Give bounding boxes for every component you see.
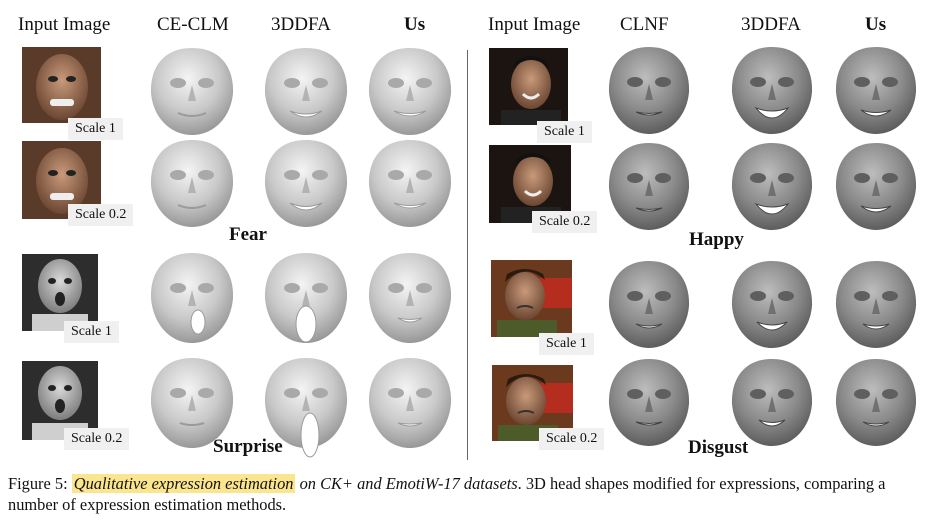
caption-italic: on CK+ and EmotiW-17 datasets (295, 474, 518, 493)
input-photo-disgust-1 (491, 260, 572, 337)
face-mesh-3ddfa-surprise-2 (262, 355, 350, 470)
expression-label-fear: Fear (229, 224, 267, 245)
face-mesh-ceclm-fear-1 (148, 45, 236, 142)
header-input-image-right: Input Image (488, 14, 581, 35)
header-ce-clm: CE-CLM (157, 14, 229, 35)
face-mesh-us-fear-1 (366, 45, 454, 142)
face-mesh-us-disgust-2 (833, 356, 919, 453)
face-mesh-clnf-happy-2 (606, 140, 692, 237)
header-us-left: Us (404, 14, 426, 35)
header-3ddfa-right: 3DDFA (741, 14, 801, 35)
face-mesh-3ddfa-fear-1 (262, 45, 350, 142)
header-3ddfa-left: 3DDFA (271, 14, 331, 35)
scale-label: Scale 1 (64, 321, 119, 343)
face-mesh-clnf-disgust-1 (606, 258, 692, 355)
face-mesh-3ddfa-disgust-2 (729, 356, 815, 453)
input-photo-surprise-2 (22, 361, 98, 440)
scale-label: Scale 1 (537, 121, 592, 143)
scale-label: Scale 0.2 (539, 428, 605, 450)
input-photo-surprise-1 (22, 254, 98, 331)
face-mesh-us-disgust-1 (833, 258, 919, 355)
input-photo-fear-2 (22, 141, 101, 219)
face-mesh-3ddfa-fear-2 (262, 137, 350, 234)
expression-label-happy: Happy (689, 229, 744, 250)
face-mesh-clnf-disgust-2 (606, 356, 692, 453)
input-photo-happy-2 (489, 145, 571, 223)
header-clnf: CLNF (620, 14, 669, 35)
face-mesh-us-happy-2 (833, 140, 919, 237)
face-mesh-clnf-happy-1 (606, 44, 692, 141)
face-mesh-3ddfa-disgust-1 (729, 258, 815, 355)
header-input-image-left: Input Image (18, 14, 111, 35)
input-photo-fear-1 (22, 47, 101, 123)
caption-prefix: Figure 5: (8, 474, 72, 493)
face-mesh-3ddfa-happy-2 (729, 140, 815, 237)
caption-rest: . 3D head shapes modified for expression… (8, 474, 886, 514)
face-mesh-us-surprise-2 (366, 355, 454, 456)
face-mesh-ceclm-fear-2 (148, 137, 236, 234)
face-mesh-3ddfa-happy-1 (729, 44, 815, 141)
column-divider (467, 50, 468, 460)
face-mesh-us-happy-1 (833, 44, 919, 141)
expression-label-surprise: Surprise (213, 436, 283, 457)
face-mesh-3ddfa-surprise-1 (262, 250, 350, 351)
input-photo-disgust-2 (492, 365, 573, 441)
expression-label-disgust: Disgust (688, 437, 749, 458)
scale-label: Scale 0.2 (68, 204, 134, 226)
scale-label: Scale 1 (539, 333, 594, 355)
caption-highlight: Qualitative expression estimation (71, 474, 296, 493)
figure-caption: Figure 5: Qualitative expression estimat… (8, 473, 926, 515)
scale-label: Scale 0.2 (532, 211, 598, 233)
scale-label: Scale 0.2 (64, 428, 130, 450)
face-mesh-ceclm-surprise-2 (148, 355, 236, 456)
header-us-right: Us (865, 14, 887, 35)
face-mesh-us-surprise-1 (366, 250, 454, 351)
scale-label: Scale 1 (68, 118, 123, 140)
face-mesh-us-fear-2 (366, 137, 454, 234)
input-photo-happy-1 (489, 48, 568, 125)
face-mesh-ceclm-surprise-1 (148, 250, 236, 351)
